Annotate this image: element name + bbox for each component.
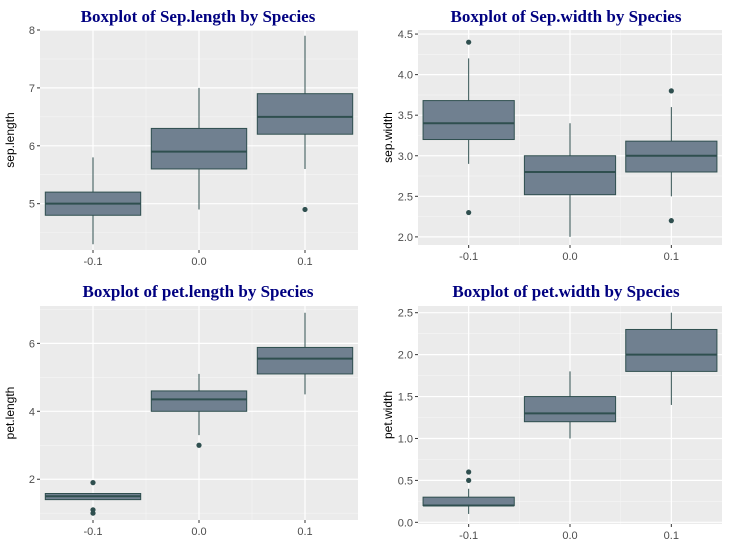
x-tick-label: 0.0 bbox=[562, 530, 577, 542]
y-tick-label: 2.5 bbox=[398, 308, 413, 320]
box-0.1 bbox=[625, 88, 718, 224]
box--0.1 bbox=[44, 480, 142, 516]
outlier-point bbox=[466, 39, 472, 45]
y-tick-label: 4.5 bbox=[398, 29, 413, 41]
outlier-point bbox=[466, 209, 472, 216]
box-0.0 bbox=[150, 87, 248, 210]
panel-4: Boxplot of pet.width by Species 0.0 0.5 1.0… bbox=[381, 282, 722, 542]
y-tick-label: 8 bbox=[29, 25, 35, 37]
box-0.1 bbox=[625, 312, 718, 405]
y-tick-label: 3.5 bbox=[398, 110, 413, 122]
y-tick-label: 4 bbox=[29, 406, 35, 418]
y-tick-label: 4.0 bbox=[398, 70, 413, 82]
x-tick-label: 0.1 bbox=[297, 256, 312, 268]
box-rect bbox=[625, 328, 718, 372]
panel-3: Boxplot of pet.length by Species 2 4 6 -0.1 0… bbox=[3, 282, 358, 538]
box-0.1 bbox=[256, 35, 354, 213]
x-tick-label: 0.0 bbox=[191, 256, 206, 268]
box-0.1 bbox=[256, 312, 354, 395]
panel-title: Boxplot of pet.width by Species bbox=[452, 282, 680, 301]
outlier-point bbox=[302, 206, 308, 213]
x-tick-label: 0.0 bbox=[562, 251, 577, 263]
y-axis-label: pet.length bbox=[3, 387, 17, 440]
box-rect bbox=[523, 155, 617, 196]
box-rect bbox=[256, 93, 354, 135]
outlier-point bbox=[466, 477, 472, 483]
y-tick-label: 0.0 bbox=[398, 517, 413, 529]
y-tick-label: 2 bbox=[29, 474, 35, 486]
y-tick-label: 3.0 bbox=[398, 151, 413, 163]
panel-title: Boxplot of pet.length by Species bbox=[83, 282, 314, 301]
y-tick-label: 6 bbox=[29, 141, 35, 153]
x-tick-label: -0.1 bbox=[459, 251, 478, 263]
box-rect bbox=[256, 346, 354, 375]
x-tick-label: -0.1 bbox=[84, 526, 103, 538]
y-tick-label: 7 bbox=[29, 83, 35, 95]
y-tick-label: 0.5 bbox=[398, 475, 413, 487]
x-tick-label: 0.1 bbox=[297, 526, 312, 538]
y-tick-label: 1.5 bbox=[398, 392, 413, 404]
y-axis-label: sep.width bbox=[381, 112, 395, 163]
x-tick-label: -0.1 bbox=[459, 530, 478, 542]
y-tick-label: 2.0 bbox=[398, 232, 413, 244]
y-axis-label: pet.width bbox=[381, 391, 395, 439]
box-rect bbox=[523, 396, 617, 423]
x-tick-label: 0.1 bbox=[664, 251, 679, 263]
outlier-point bbox=[90, 510, 96, 516]
x-tick-label: 0.1 bbox=[664, 530, 679, 542]
box-0.0 bbox=[523, 371, 617, 439]
panel-1: Boxplot of Sep.length by Species 5 6 7 8 -0.1… bbox=[3, 7, 358, 268]
panel-title: Boxplot of Sep.length by Species bbox=[81, 7, 316, 26]
y-tick-label: 2.5 bbox=[398, 191, 413, 203]
y-tick-label: 6 bbox=[29, 338, 35, 350]
box-rect bbox=[150, 127, 248, 170]
outlier-point bbox=[196, 442, 202, 448]
outlier-point bbox=[668, 88, 674, 94]
x-tick-label: -0.1 bbox=[84, 256, 103, 268]
outlier-point bbox=[466, 469, 472, 475]
panel-2: Boxplot of Sep.width by Species 2.0 2.5 3.0… bbox=[381, 7, 722, 263]
box--0.1 bbox=[422, 469, 515, 514]
x-tick-label: 0.0 bbox=[191, 526, 206, 538]
y-axis-label: sep.length bbox=[3, 112, 17, 167]
y-tick-label: 5 bbox=[29, 199, 35, 211]
box-rect bbox=[150, 390, 248, 412]
box--0.1 bbox=[422, 39, 515, 216]
y-tick-label: 2.0 bbox=[398, 350, 413, 362]
box-0.0 bbox=[523, 123, 617, 237]
outlier-point bbox=[668, 218, 674, 224]
box-rect bbox=[422, 496, 515, 507]
outlier-point bbox=[90, 480, 96, 486]
box--0.1 bbox=[44, 157, 142, 245]
box-0.0 bbox=[150, 373, 248, 448]
panel-title: Boxplot of Sep.width by Species bbox=[451, 7, 682, 26]
y-tick-label: 1.0 bbox=[398, 433, 413, 445]
box-rect bbox=[422, 100, 515, 141]
